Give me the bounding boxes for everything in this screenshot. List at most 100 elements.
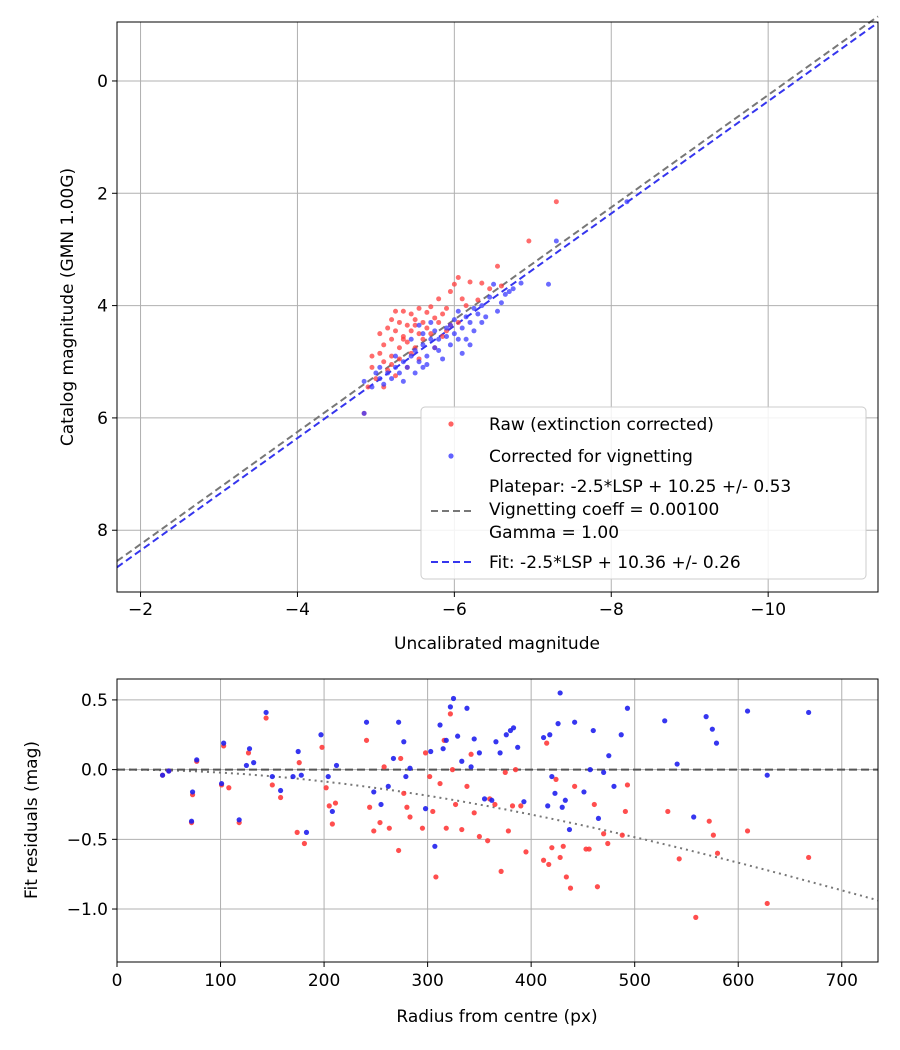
corrected-point xyxy=(553,238,559,244)
raw-residual-point xyxy=(386,825,392,831)
corrected-point xyxy=(471,305,477,311)
bottom-x-ticks: 0 100 200 300 400 500 600 700 xyxy=(112,962,858,991)
corrected-residual-point xyxy=(464,705,470,711)
raw-point xyxy=(389,353,395,359)
raw-residual-point xyxy=(294,829,300,835)
raw-point xyxy=(393,328,399,334)
legend-corrected-label: Corrected for vignetting xyxy=(489,447,693,467)
bottom-y-tick-label: −0.5 xyxy=(67,830,108,850)
bottom-y-tick-label: 0.0 xyxy=(81,761,108,781)
raw-point xyxy=(436,319,442,325)
raw-residual-point xyxy=(427,773,433,780)
raw-residual-point xyxy=(422,750,429,756)
bottom-y-tick-label: 0.5 xyxy=(81,691,108,711)
raw-point xyxy=(455,275,461,281)
corrected-residual-point xyxy=(806,709,812,716)
raw-point xyxy=(373,376,379,382)
corrected-residual-point xyxy=(303,829,310,835)
corrected-residual-point xyxy=(764,772,770,778)
corrected-residual-point xyxy=(390,755,397,762)
raw-residual-point xyxy=(319,744,325,750)
raw-residual-point xyxy=(586,846,592,852)
corrected-point xyxy=(393,364,399,370)
raw-point xyxy=(459,296,465,302)
raw-point xyxy=(389,362,395,368)
raw-residual-point xyxy=(437,780,443,787)
top-x-tick-label: −8 xyxy=(599,600,624,620)
raw-residual-point xyxy=(430,808,436,815)
corrected-residual-point xyxy=(166,768,172,774)
corrected-residual-point xyxy=(318,732,324,738)
corrected-residual-point xyxy=(277,787,284,794)
raw-point xyxy=(475,297,481,303)
corrected-residual-point xyxy=(468,764,474,770)
corrected-residual-point xyxy=(557,690,563,696)
raw-residual-point xyxy=(502,769,508,776)
corrected-point xyxy=(393,353,399,359)
raw-residual-point xyxy=(714,850,721,856)
corrected-residual-point xyxy=(403,773,409,780)
raw-residual-point xyxy=(277,794,284,801)
corrected-residual-point xyxy=(188,818,195,824)
raw-residual-point xyxy=(485,838,491,844)
corrected-point xyxy=(479,303,485,309)
raw-point xyxy=(451,281,457,287)
corrected-point xyxy=(361,378,367,384)
raw-residual-point xyxy=(567,885,574,891)
raw-residual-point xyxy=(492,801,498,808)
raw-point xyxy=(393,373,399,379)
raw-residual-point xyxy=(377,819,383,826)
corrected-residual-point xyxy=(559,804,565,810)
raw-point xyxy=(432,315,438,321)
bottom-x-tick-label: 300 xyxy=(411,971,443,991)
corrected-point xyxy=(451,331,457,337)
legend: Raw (extinction corrected) Corrected for… xyxy=(420,406,867,580)
corrected-residual-point xyxy=(432,843,438,849)
bottom-plot-frame xyxy=(116,678,879,963)
top-x-axis-label: Uncalibrated magnitude xyxy=(394,634,600,654)
corrected-residual-point xyxy=(545,803,551,809)
corrected-residual-point xyxy=(510,725,517,731)
raw-residual-point xyxy=(563,874,569,880)
corrected-point xyxy=(404,364,410,370)
corrected-residual-point xyxy=(251,760,257,766)
corrected-residual-point xyxy=(459,758,465,764)
corrected-point xyxy=(369,384,375,390)
calibration-plot: −2 −4 −6 −8 −10 0 2 4 6 8 Uncalibrated magnitude… xyxy=(58,15,879,654)
corrected-point xyxy=(459,325,465,331)
bottom-x-tick-label: 0 xyxy=(112,971,123,991)
raw-residual-point xyxy=(806,854,812,861)
raw-residual-point xyxy=(329,821,335,827)
legend-box xyxy=(420,406,867,580)
raw-residual-point xyxy=(601,831,607,837)
raw-point xyxy=(381,342,387,348)
corrected-point xyxy=(420,364,426,370)
legend-vignetting-label: Vignetting coeff = 0.00100 xyxy=(489,500,719,520)
top-scatter-points xyxy=(361,199,630,416)
raw-residual-point xyxy=(367,804,373,810)
raw-point xyxy=(440,333,446,339)
corrected-point xyxy=(412,348,418,354)
raw-point xyxy=(416,305,422,311)
raw-residual-point xyxy=(371,828,377,834)
top-x-ticks: −2 −4 −6 −8 −10 xyxy=(128,592,786,620)
corrected-point xyxy=(444,325,450,331)
raw-residual-point xyxy=(693,914,699,920)
top-plot-frame xyxy=(116,21,879,593)
corrected-point xyxy=(471,328,477,334)
corrected-point xyxy=(459,350,465,356)
raw-residual-point xyxy=(518,803,524,809)
raw-residual-point xyxy=(498,868,504,874)
top-y-ticks: 0 2 4 6 8 xyxy=(97,72,117,541)
top-y-axis-label: Catalog magnitude (GMN 1.00G) xyxy=(58,168,78,446)
platepar-line xyxy=(116,15,879,562)
raw-residual-point xyxy=(540,857,547,863)
raw-point xyxy=(495,263,500,269)
corrected-residual-point xyxy=(566,826,573,833)
top-x-tick-label: −4 xyxy=(285,600,310,620)
corrected-residual-point xyxy=(674,761,680,767)
corrected-point xyxy=(420,331,426,337)
raw-residual-point xyxy=(624,782,631,788)
raw-point xyxy=(389,336,395,342)
raw-point xyxy=(396,345,402,351)
